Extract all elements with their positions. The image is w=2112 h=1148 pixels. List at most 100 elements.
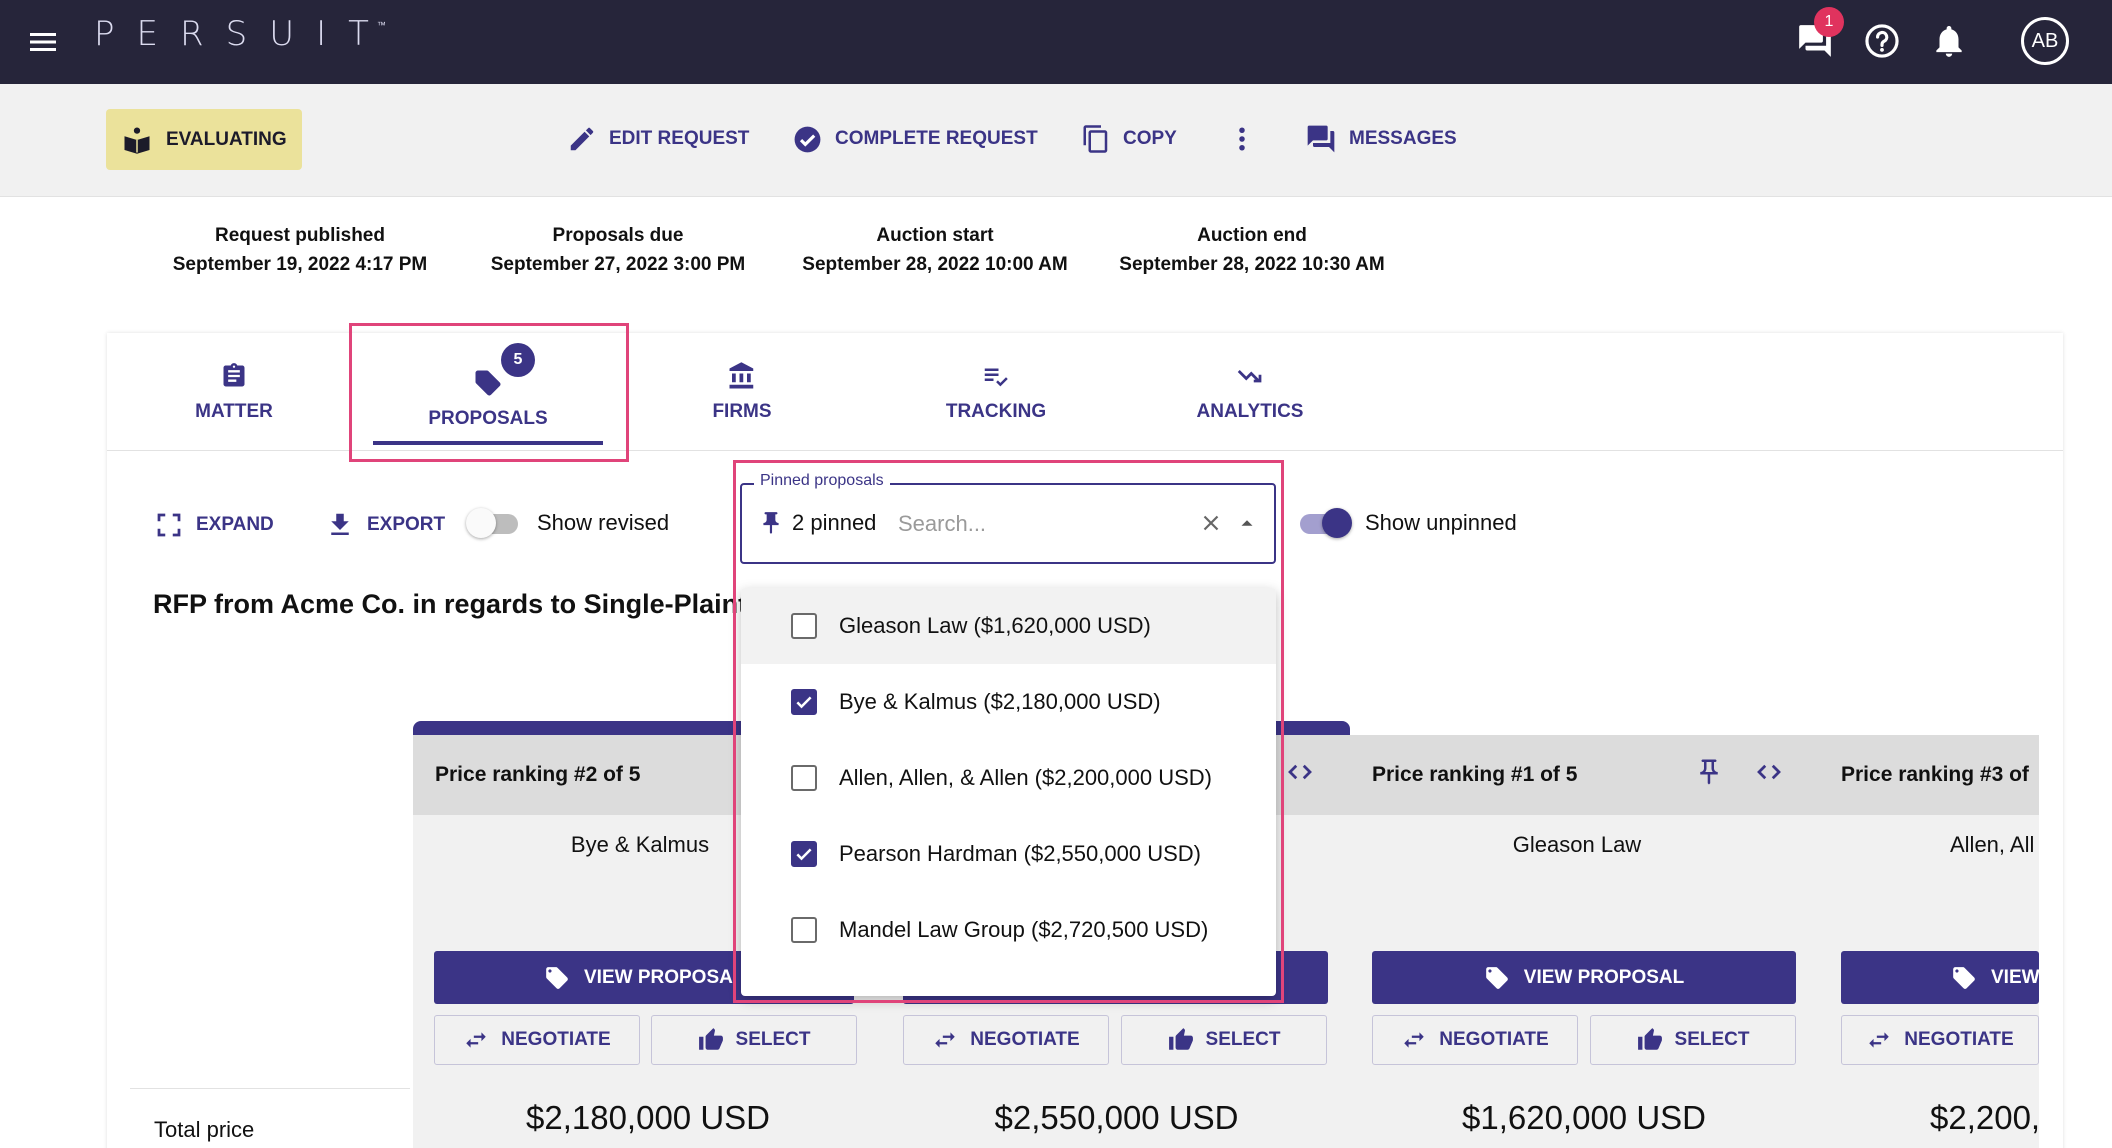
thumb-up-icon <box>698 1027 724 1053</box>
complete-request-label: COMPLETE REQUEST <box>835 128 1038 149</box>
pinned-option[interactable]: Gleason Law ($1,620,000 USD) <box>741 588 1276 664</box>
view-proposal-button[interactable]: VIEW PROPOSAL <box>1372 951 1796 1004</box>
view-proposal-label: VIEW PROPOSAL <box>1523 966 1685 988</box>
select-button[interactable]: SELECT <box>1121 1015 1327 1065</box>
checkbox-checked[interactable] <box>791 689 817 715</box>
show-revised-toggle[interactable] <box>466 506 520 542</box>
edit-request-button[interactable]: EDIT REQUEST <box>567 122 749 156</box>
tab-firms[interactable]: FIRMS <box>615 333 869 451</box>
checkbox[interactable] <box>791 917 817 943</box>
toggle-thumb <box>466 508 496 538</box>
total-price-value: $2,200, <box>1930 1099 2039 1136</box>
checkbox[interactable] <box>791 613 817 639</box>
status-label: EVALUATING <box>166 128 287 150</box>
chat-icon[interactable] <box>1796 22 1834 60</box>
negotiate-label: NEGOTIATE <box>1904 1029 2014 1050</box>
copy-label: COPY <box>1123 128 1177 149</box>
tag-icon <box>1951 965 1977 991</box>
date-value: September 19, 2022 4:17 PM <box>172 254 428 275</box>
complete-request-button[interactable]: COMPLETE REQUEST <box>792 122 1038 156</box>
expand-label: EXPAND <box>196 514 274 535</box>
checkbox[interactable] <box>791 765 817 791</box>
price-ranking-header: Price ranking #3 of <box>1818 735 2039 815</box>
negotiate-button[interactable]: NEGOTIATE <box>1841 1015 2039 1065</box>
swap-icon <box>1401 1027 1427 1053</box>
select-button[interactable]: SELECT <box>1590 1015 1796 1065</box>
select-label: SELECT <box>735 1029 811 1050</box>
toggle-thumb <box>1322 508 1352 538</box>
option-label: Gleason Law ($1,620,000 USD) <box>839 613 1151 638</box>
firm-name: Allen, All <box>1950 832 2035 857</box>
user-avatar[interactable]: AB <box>2021 17 2069 65</box>
total-price-value: $2,550,000 USD <box>994 1099 1239 1136</box>
tab-label: FIRMS <box>712 401 772 422</box>
expand-button[interactable]: EXPAND <box>154 510 274 540</box>
date-auction-end: Auction end September 28, 2022 10:30 AM <box>1106 221 1398 279</box>
pinned-proposals-menu: Gleason Law ($1,620,000 USD) Bye & Kalmu… <box>741 588 1276 996</box>
pinned-option[interactable]: Pearson Hardman ($2,550,000 USD) <box>741 816 1276 892</box>
date-auction-start: Auction start September 28, 2022 10:00 A… <box>790 221 1080 279</box>
messages-label: MESSAGES <box>1349 128 1457 149</box>
swap-icon <box>1866 1027 1892 1053</box>
firm-name: Bye & Kalmus <box>570 832 710 857</box>
status-badge: EVALUATING <box>106 109 302 170</box>
pinned-proposals-field[interactable]: Pinned proposals 2 pinned <box>740 472 1276 564</box>
pinned-count-label: 2 pinned <box>792 510 877 535</box>
pinned-proposals-label: Pinned proposals <box>754 472 890 490</box>
tab-proposals[interactable]: PROPOSALS 5 <box>361 333 615 451</box>
view-proposal-label: VIEW PROPOSA <box>584 966 733 988</box>
tab-label: ANALYTICS <box>1196 401 1304 422</box>
request-tabs: MATTER PROPOSALS 5 FIRMS TRACKING ANALYT… <box>107 333 2063 451</box>
tab-analytics[interactable]: ANALYTICS <box>1123 333 1377 451</box>
view-proposal-button[interactable]: VIEW <box>1841 951 2039 1004</box>
menu-icon[interactable] <box>28 27 58 57</box>
pinned-option[interactable]: Allen, Allen, & Allen ($2,200,000 USD) <box>741 740 1276 816</box>
tag-icon <box>544 965 570 991</box>
pin-icon[interactable] <box>1694 757 1724 787</box>
date-value: September 28, 2022 10:00 AM <box>802 254 1068 275</box>
total-price-row-label: Total price <box>130 1088 410 1148</box>
help-icon[interactable] <box>1863 22 1901 60</box>
export-button[interactable]: EXPORT <box>325 510 445 540</box>
copy-button[interactable]: COPY <box>1081 122 1177 156</box>
clear-icon[interactable] <box>1198 510 1224 536</box>
caret-up-icon[interactable] <box>1236 512 1258 534</box>
option-label: Allen, Allen, & Allen ($2,200,000 USD) <box>839 765 1213 790</box>
negotiate-button[interactable]: NEGOTIATE <box>434 1015 640 1065</box>
pinned-option[interactable]: Bye & Kalmus ($2,180,000 USD) <box>741 664 1276 740</box>
date-label: Proposals due <box>552 225 684 246</box>
pinned-search-input[interactable] <box>898 507 1188 541</box>
messages-button[interactable]: MESSAGES <box>1305 122 1457 156</box>
date-label: Auction end <box>1197 225 1307 246</box>
checkbox-checked[interactable] <box>791 841 817 867</box>
show-unpinned-toggle[interactable] <box>1300 506 1352 542</box>
tab-label: PROPOSALS <box>428 408 548 429</box>
tab-matter[interactable]: MATTER <box>107 333 361 451</box>
option-label: Bye & Kalmus ($2,180,000 USD) <box>839 689 1161 714</box>
price-ranking-header: Price ranking #1 of 5 <box>1350 735 1818 815</box>
persuit-logo[interactable]: PERSUIT™ <box>94 14 391 54</box>
view-proposal-label: VIEW <box>1991 966 2039 988</box>
collapse-code-icon[interactable] <box>1754 757 1784 787</box>
more-options-button[interactable] <box>1234 122 1250 156</box>
notifications-bell-icon[interactable] <box>1930 22 1968 60</box>
tab-tracking[interactable]: TRACKING <box>869 333 1123 451</box>
option-label: Mandel Law Group ($2,720,500 USD) <box>839 917 1209 942</box>
collapse-code-icon[interactable] <box>1285 757 1315 787</box>
pinned-option[interactable]: Mandel Law Group ($2,720,500 USD) <box>741 892 1276 968</box>
bank-icon <box>727 361 757 391</box>
negotiate-button[interactable]: NEGOTIATE <box>903 1015 1109 1065</box>
trending-down-icon <box>1235 361 1265 391</box>
request-action-bar: EVALUATING EDIT REQUEST COMPLETE REQUEST… <box>0 84 2112 197</box>
date-label: Auction start <box>876 225 994 246</box>
select-button[interactable]: SELECT <box>651 1015 857 1065</box>
total-price-value: $2,180,000 USD <box>525 1099 770 1136</box>
negotiate-button[interactable]: NEGOTIATE <box>1372 1015 1578 1065</box>
reading-person-icon <box>122 125 152 155</box>
select-label: SELECT <box>1205 1029 1281 1050</box>
check-circle-icon <box>792 124 823 155</box>
clipboard-icon <box>220 361 248 391</box>
negotiate-label: NEGOTIATE <box>1439 1029 1549 1050</box>
total-price-value: $1,620,000 USD <box>1461 1099 1706 1136</box>
pinned-count-chip: 2 pinned <box>758 509 876 537</box>
